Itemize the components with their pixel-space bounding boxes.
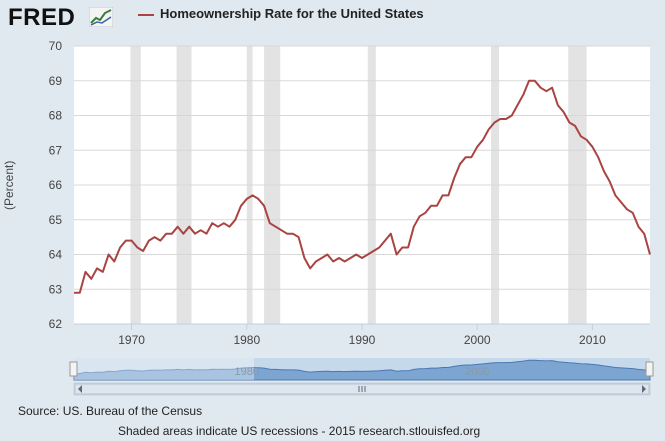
navigator-mask-left [74,358,254,380]
y-tick-label: 66 [49,178,63,192]
y-tick-label: 67 [49,143,63,157]
legend-swatch [138,14,154,16]
graph-header: FRED Homeownership Rate for the United S… [0,0,665,36]
series-line [74,79,651,294]
y-tick-label: 69 [49,74,63,88]
scroll-right-arrow-icon[interactable] [642,385,646,393]
chart-line-icon [89,7,113,27]
y-tick-label: 65 [49,213,63,227]
x-tick-label: 1970 [118,333,145,347]
navigator-handle-left[interactable] [69,361,78,377]
y-tick-label: 62 [49,317,63,331]
series-layer [74,79,651,294]
x-tick-label: 1980 [233,333,260,347]
x-tick-label: 2010 [579,333,606,347]
navigator-tick-label: 2000 [465,366,489,378]
range-navigator[interactable]: 1980 2000 [69,358,654,396]
axes: 62 63 64 65 66 67 68 69 70 1970 1980 1990 2000 2010 [49,39,650,347]
recession-note: Shaded areas indicate US recessions - 20… [118,424,481,438]
source-note: Source: US. Bureau of the Census [18,404,203,418]
fred-logo[interactable]: FRED [8,4,76,31]
navigator-tick-label: 1980 [235,366,259,378]
y-tick-label: 70 [49,39,63,53]
x-tick-label: 1990 [349,333,376,347]
x-tick-label: 2000 [464,333,491,347]
y-tick-label: 64 [49,248,63,262]
legend-label: Homeownership Rate for the United States [160,6,424,21]
navigator-series [73,359,651,381]
scroll-left-arrow-icon[interactable] [78,385,82,393]
y-tick-label: 68 [49,109,63,123]
navigator-handle-right[interactable] [645,361,654,377]
y-tick-label: 63 [49,282,63,296]
